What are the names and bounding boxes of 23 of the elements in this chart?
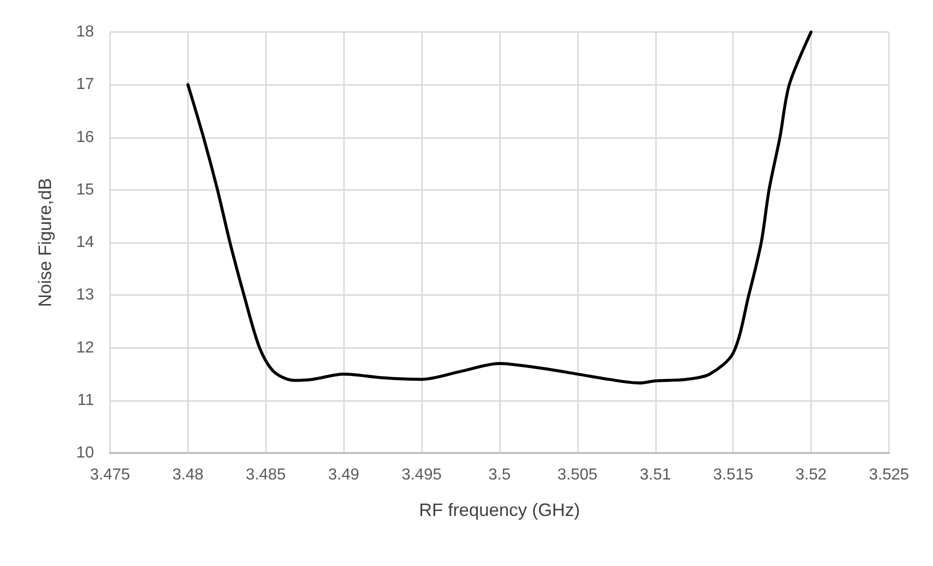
y-tick-label: 14 — [76, 234, 94, 251]
y-tick-label: 18 — [76, 24, 94, 40]
y-tick-label: 15 — [76, 181, 94, 198]
line-series — [186, 30, 813, 385]
x-tick-label: 3.505 — [557, 466, 598, 484]
y-tick-label: 13 — [76, 286, 94, 304]
x-axis-title: RF frequency (GHz) — [418, 500, 580, 520]
x-tick-label: 3.495 — [402, 466, 442, 484]
y-axis-title: Noise Figure,dB — [35, 178, 55, 308]
x-tick-label: 3.52 — [796, 466, 827, 484]
x-tick-label: 3.49 — [328, 466, 360, 484]
y-tick-label: 16 — [76, 128, 94, 146]
x-tick-label: 3.475 — [90, 466, 130, 484]
y-tick-label: 10 — [76, 444, 94, 462]
x-tick-label: 3.48 — [172, 466, 204, 484]
x-tick-label: 3.525 — [868, 466, 910, 484]
x-tick-label: 3.5 — [488, 466, 511, 484]
y-tick-label: 17 — [76, 76, 94, 94]
y-tick-label: 12 — [76, 339, 94, 356]
y-tick-label: 11 — [77, 392, 94, 409]
x-tick-label: 3.51 — [640, 466, 671, 484]
x-tick-label: 3.515 — [713, 466, 754, 484]
x-tick-label: 3.485 — [246, 466, 286, 484]
